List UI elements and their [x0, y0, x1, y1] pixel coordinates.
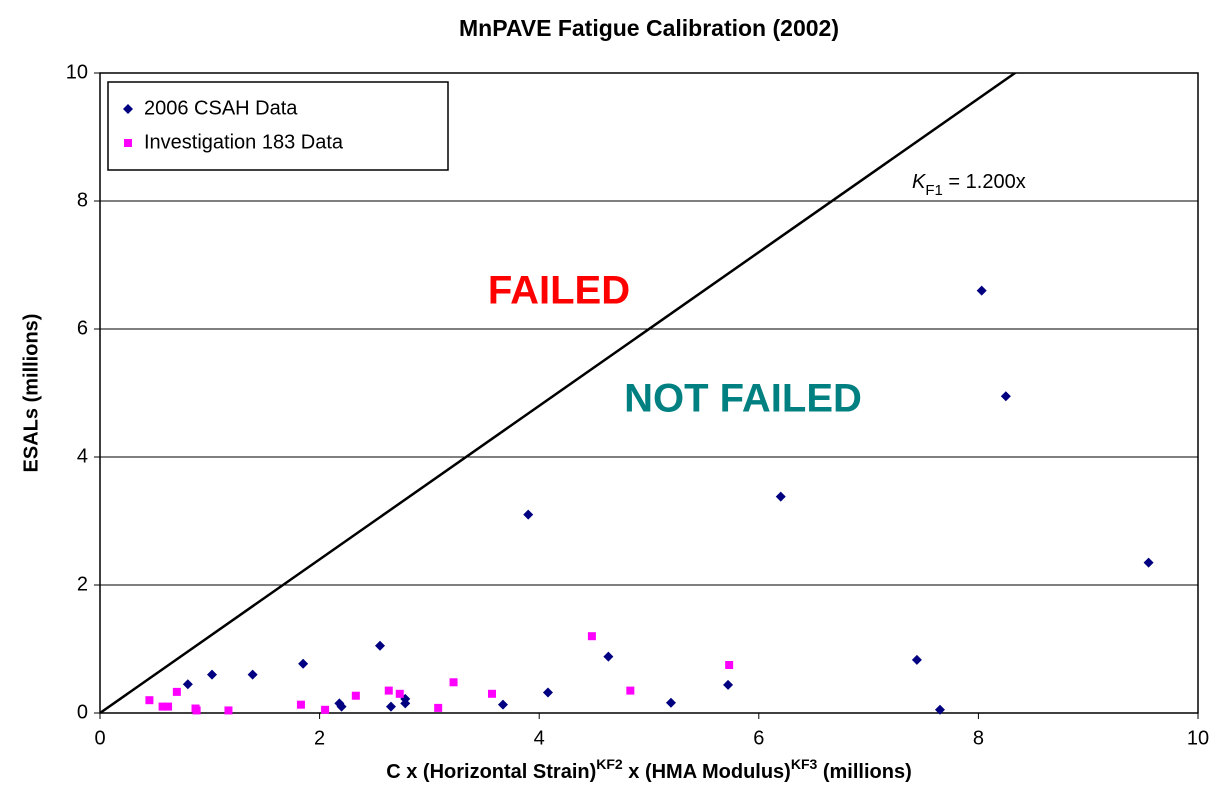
legend-marker [124, 139, 132, 147]
point [603, 651, 614, 662]
point [487, 689, 496, 698]
point [182, 679, 193, 690]
point [206, 669, 217, 680]
x-tick-label: 2 [314, 727, 325, 749]
point [1000, 391, 1011, 402]
legend-label: Investigation 183 Data [144, 131, 344, 153]
point [247, 669, 258, 680]
y-axis-label: ESALs (millions) [20, 314, 42, 473]
x-tick-label: 8 [973, 727, 984, 749]
x-axis-label: C x (Horizontal Strain)KF2 x (HMA Modulu… [386, 756, 912, 784]
point [158, 702, 167, 711]
x-tick-label: 0 [94, 727, 105, 749]
x-axis-label-superscript: KF2 [596, 756, 623, 772]
x-tick-label: 6 [753, 727, 764, 749]
trendline-label-rest: = 1.200x [943, 171, 1026, 193]
x-axis-label-part: C x (Horizontal Strain) [386, 761, 596, 783]
point [400, 698, 411, 709]
point [298, 658, 309, 669]
annotation: NOT FAILED [624, 377, 862, 421]
point [296, 700, 305, 709]
trendline [100, 73, 1018, 713]
x-axis-label-superscript: KF3 [791, 756, 818, 772]
y-tick-label: 4 [77, 445, 88, 467]
point [1143, 557, 1154, 568]
point [374, 640, 385, 651]
trendline-label-sub: F1 [925, 182, 943, 199]
point [725, 661, 734, 669]
point [911, 654, 922, 665]
y-tick-label: 6 [77, 317, 88, 339]
x-axis-label-part: (millions) [817, 761, 911, 783]
point [542, 687, 553, 698]
point [164, 702, 173, 711]
point [172, 687, 181, 696]
annotation: FAILED [488, 269, 630, 313]
point [626, 686, 635, 695]
point [321, 705, 330, 714]
trendline-label: KF1 = 1.200x [912, 171, 1026, 199]
point [523, 509, 534, 520]
point [449, 678, 458, 687]
trendline-label-var: K [912, 171, 927, 193]
y-tick-label: 2 [77, 573, 88, 595]
point [723, 679, 734, 690]
point [976, 285, 987, 296]
legend-marker [123, 104, 133, 114]
point [587, 632, 596, 641]
point [385, 701, 396, 712]
point [351, 691, 360, 700]
point [775, 491, 786, 502]
point [145, 696, 154, 705]
point [384, 686, 393, 695]
legend-label: 2006 CSAH Data [144, 97, 298, 119]
point [434, 703, 443, 712]
x-tick-label: 4 [534, 727, 545, 749]
x-axis-label-part: x (HMA Modulus) [623, 761, 791, 783]
point [934, 704, 945, 715]
point [336, 701, 347, 712]
point [395, 689, 404, 698]
plot-border [99, 72, 1199, 714]
chart-title: MnPAVE Fatigue Calibration (2002) [459, 15, 839, 41]
legend-box [107, 81, 449, 171]
point [224, 706, 233, 715]
y-tick-label: 0 [77, 701, 88, 723]
point [497, 699, 508, 710]
point [192, 706, 201, 715]
point [665, 697, 676, 708]
y-tick-label: 10 [66, 61, 88, 83]
x-tick-label: 10 [1187, 727, 1209, 749]
y-tick-label: 8 [77, 189, 88, 211]
